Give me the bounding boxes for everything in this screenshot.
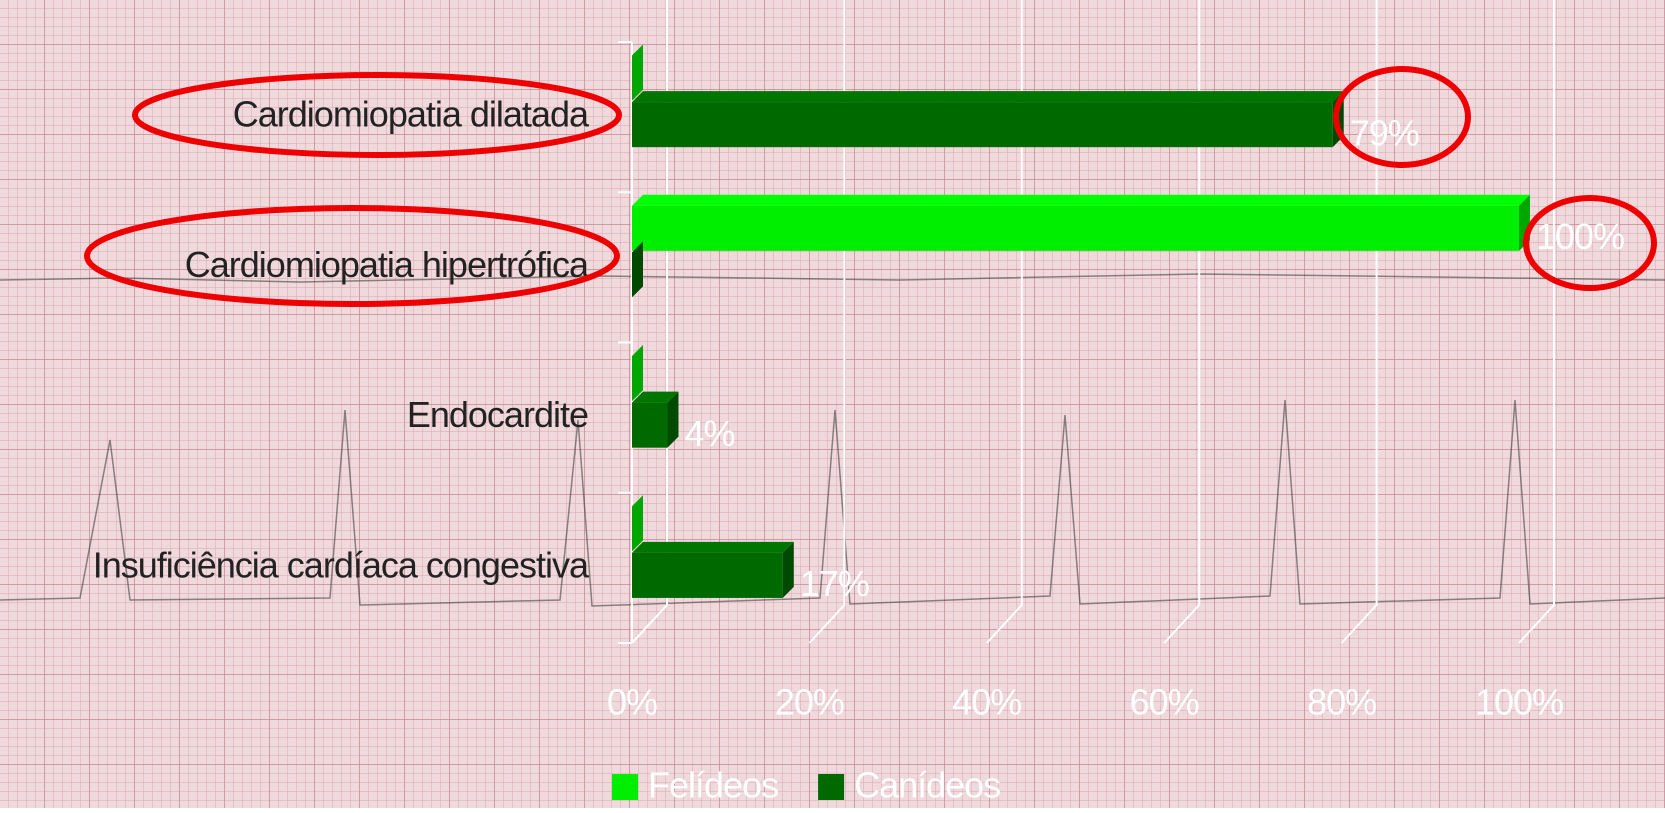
bar [632,195,1530,251]
x-tick-label: 80% [1307,682,1376,723]
x-tick-label: 60% [1130,682,1199,723]
value-label: 17% [800,563,869,604]
category-label: Insuficiência cardíaca congestiva [93,544,590,585]
x-tick-label: 0% [607,682,657,723]
x-tick-label: 100% [1475,682,1563,723]
page: {"chart_data": {"type": "bar3d_horizonta… [0,0,1665,808]
category-label: Cardiomiopatia hipertrófica [185,244,590,285]
chart: 0% 20% 40% 60% 80% 100% Cardiomiopatia dilatad… [0,0,1665,808]
bar-top [632,91,1344,102]
category-label: Cardiomiopatia dilatada [233,94,590,135]
value-label: 100% [1536,216,1624,257]
legend-swatch [612,774,638,800]
bar [632,392,678,448]
bar-front [632,553,783,598]
x-tick-label: 20% [775,682,844,723]
value-label: 79% [1350,112,1419,153]
bar-top [632,195,1530,206]
bar [632,542,794,598]
x-tick-label: 40% [952,682,1021,723]
value-label: 4% [684,413,734,454]
bar-front [632,102,1333,147]
bar-top [632,542,794,553]
legend-label: Felídeos [648,765,778,806]
bar-front [632,206,1519,251]
legend-swatch [818,774,844,800]
legend-label: Canídeos [854,765,1000,806]
bar [632,91,1344,147]
category-label: Endocardite [407,394,588,435]
bar-front [632,403,667,448]
